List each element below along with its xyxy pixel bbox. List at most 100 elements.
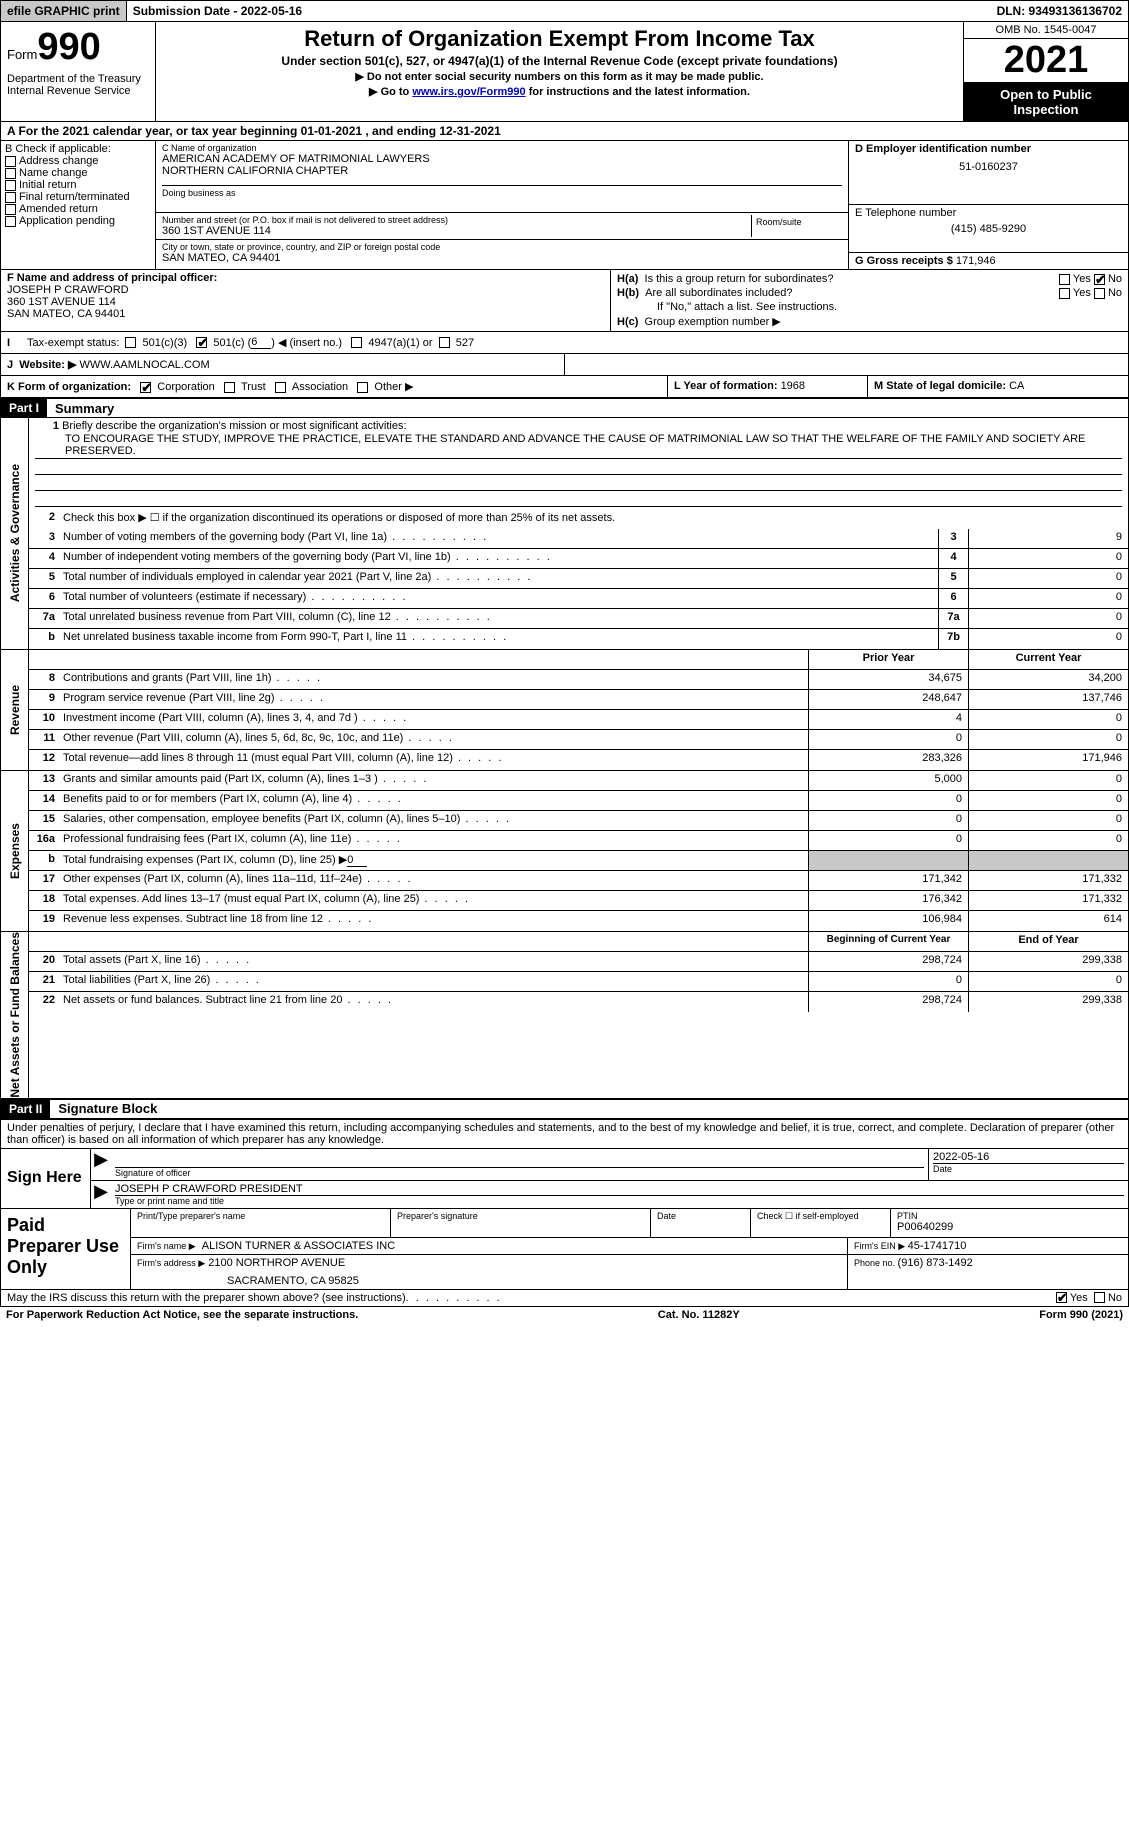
checkbox-4947[interactable] [351,337,362,348]
checkbox-name-change[interactable] [5,168,16,179]
website-value: WWW.AAMLNOCAL.COM [79,359,209,371]
checkbox-other[interactable] [357,382,368,393]
summary-netassets: Net Assets or Fund Balances Beginning of… [0,932,1129,1099]
tel-value: (415) 485-9290 [855,219,1122,235]
page-title: Return of Organization Exempt From Incom… [162,26,957,52]
hb-note: If "No," attach a list. See instructions… [657,301,837,313]
sig-name-label: Type or print name and title [115,1195,1124,1206]
state-domicile: CA [1009,380,1024,392]
line-a: A For the 2021 calendar year, or tax yea… [0,121,1129,141]
checkbox-ha-yes[interactable] [1059,274,1070,285]
officer-label: F Name and address of principal officer: [7,272,604,284]
hc-label: Group exemption number ▶ [645,315,781,328]
hdr-begin-year: Beginning of Current Year [808,932,968,951]
checkbox-initial-return[interactable] [5,180,16,191]
gross-value: 171,946 [956,255,996,267]
vtab-activities: Activities & Governance [8,464,22,602]
room-label: Room/suite [756,217,838,227]
part2-header: Part II Signature Block [0,1099,1129,1119]
checkbox-trust[interactable] [224,382,235,393]
checkbox-app-pending[interactable] [5,216,16,227]
city-label: City or town, state or province, country… [162,242,842,252]
instr-ssn: ▶ Do not enter social security numbers o… [162,70,957,83]
hdr-prior-year: Prior Year [808,650,968,669]
preparer-section: Paid Preparer Use Only Print/Type prepar… [1,1208,1128,1289]
year-formation: 1968 [781,380,805,392]
summary-expenses: Expenses 13Grants and similar amounts pa… [0,771,1129,932]
org-city: SAN MATEO, CA 94401 [162,252,842,264]
checkbox-corp[interactable] [140,382,151,393]
mission-text: TO ENCOURAGE THE STUDY, IMPROVE THE PRAC… [35,432,1122,459]
tax-year: 2021 [964,39,1128,83]
org-name-1: AMERICAN ACADEMY OF MATRIMONIAL LAWYERS [162,153,842,165]
checkbox-hb-yes[interactable] [1059,288,1070,299]
col-d: D Employer identification number 51-0160… [848,141,1128,269]
vtab-expenses: Expenses [8,823,22,879]
addr-label: Number and street (or P.O. box if mail i… [162,215,751,225]
org-name-label: C Name of organization [162,143,842,153]
officer-addr1: 360 1ST AVENUE 114 [7,296,604,308]
instr-link: ▶ Go to www.irs.gov/Form990 for instruct… [162,85,957,98]
subtitle: Under section 501(c), 527, or 4947(a)(1)… [162,54,957,68]
arrow-icon: ▶ [91,1181,111,1208]
dba-label: Doing business as [162,185,842,198]
checkbox-amended[interactable] [5,204,16,215]
checkbox-ha-no[interactable] [1094,274,1105,285]
dept-treasury: Department of the Treasury Internal Reve… [7,73,149,97]
form-header: Form990 Department of the Treasury Inter… [0,22,1129,121]
col-c: C Name of organization AMERICAN ACADEMY … [156,141,848,269]
submission-date: Submission Date - 2022-05-16 [127,1,308,21]
vtab-revenue: Revenue [8,685,22,735]
checkbox-discuss-no[interactable] [1094,1292,1105,1303]
sign-here-label: Sign Here [1,1149,91,1208]
form-page-no: Form 990 (2021) [1039,1309,1123,1321]
row-f-h: F Name and address of principal officer:… [0,270,1129,332]
paid-preparer-label: Paid Preparer Use Only [1,1209,131,1289]
arrow-icon: ▶ [91,1149,111,1180]
sig-officer-label: Signature of officer [115,1167,924,1178]
efile-print-button[interactable]: efile GRAPHIC print [1,1,127,21]
officer-addr2: SAN MATEO, CA 94401 [7,308,604,320]
row-j: J Website: ▶ WWW.AAMLNOCAL.COM [0,354,1129,376]
col-b-hdr: B Check if applicable: [5,143,151,155]
dln-number: DLN: 93493136136702 [991,1,1128,21]
summary-activities: Activities & Governance 1 Briefly descri… [0,418,1129,650]
irs-link[interactable]: www.irs.gov/Form990 [412,86,525,98]
ein-label: D Employer identification number [855,143,1122,155]
gross-label: G Gross receipts $ [855,255,956,267]
cat-no: Cat. No. 11282Y [358,1309,1039,1321]
firm-name: ALISON TURNER & ASSOCIATES INC [202,1240,395,1252]
checkbox-assoc[interactable] [275,382,286,393]
checkbox-discuss-yes[interactable] [1056,1292,1067,1303]
sig-date-label: Date [933,1163,1124,1174]
topbar: efile GRAPHIC print Submission Date - 20… [0,0,1129,22]
tel-label: E Telephone number [855,207,1122,219]
mission-label: Briefly describe the organization's miss… [62,420,406,432]
checkbox-hb-no[interactable] [1094,288,1105,299]
row-i: I Tax-exempt status: 501(c)(3) 501(c) (6… [0,332,1129,354]
officer-name: JOSEPH P CRAWFORD [7,284,604,296]
hdr-current-year: Current Year [968,650,1128,669]
open-to-public: Open to Public Inspection [964,83,1128,121]
firm-ein: 45-1741710 [908,1240,967,1252]
declaration-text: Under penalties of perjury, I declare th… [1,1120,1128,1149]
signature-section: Under penalties of perjury, I declare th… [0,1119,1129,1290]
firm-addr2: SACRAMENTO, CA 95825 [137,1269,841,1287]
ein-value: 51-0160237 [855,155,1122,173]
sig-date-value: 2022-05-16 [933,1151,1124,1163]
row-k: K Form of organization: Corporation Trus… [0,376,1129,398]
form-number: Form990 [7,26,149,69]
org-address: 360 1ST AVENUE 114 [162,225,751,237]
omb-number: OMB No. 1545-0047 [964,22,1128,39]
firm-addr1: 2100 NORTHROP AVENUE [208,1257,345,1269]
checkbox-501c3[interactable] [125,337,136,348]
discuss-row: May the IRS discuss this return with the… [0,1290,1129,1307]
checkbox-527[interactable] [439,337,450,348]
org-name-2: NORTHERN CALIFORNIA CHAPTER [162,165,842,177]
firm-phone: (916) 873-1492 [898,1257,973,1269]
paperwork-footer: For Paperwork Reduction Act Notice, see … [0,1307,1129,1323]
checkbox-501c[interactable] [196,337,207,348]
part1-header: Part I Summary [0,398,1129,418]
checkbox-address-change[interactable] [5,156,16,167]
checkbox-final-return[interactable] [5,192,16,203]
